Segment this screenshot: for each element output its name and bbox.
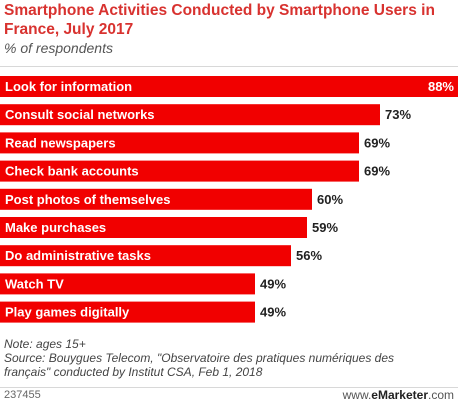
brand-logo: www.eMarketer.com [343, 388, 454, 402]
source-line-2: français" conducted by Institut CSA, Feb… [4, 365, 263, 379]
bar [0, 273, 255, 295]
bar [0, 160, 359, 182]
category-label: Do administrative tasks [5, 248, 151, 263]
note-line: Note: ages 15+ [4, 337, 86, 351]
category-label: Watch TV [5, 276, 64, 291]
value-label: 49% [260, 276, 286, 291]
header-divider [0, 66, 458, 67]
brand-name: eMarketer [371, 388, 428, 402]
chart-notes: Note: ages 15+ Source: Bouygues Telecom,… [4, 337, 394, 379]
brand-prefix: www. [342, 388, 372, 402]
bar [0, 104, 380, 126]
category-label: Make purchases [5, 220, 106, 235]
category-label: Post photos of themselves [5, 192, 170, 207]
category-label: Look for information [5, 79, 132, 94]
value-label: 69% [364, 135, 390, 150]
bar [0, 188, 312, 210]
bar [0, 245, 291, 267]
value-label: 49% [260, 305, 286, 320]
bar [0, 76, 458, 97]
category-label: Consult social networks [5, 107, 155, 122]
chart-id: 237455 [4, 389, 41, 401]
source-line-1: Source: Bouygues Telecom, "Observatoire … [4, 351, 395, 365]
bar [0, 217, 307, 238]
bar [0, 132, 359, 154]
value-label: 88% [428, 79, 454, 94]
bar-chart: Look for information 88% Consult social ne… [0, 76, 458, 323]
value-label: 56% [296, 248, 322, 263]
value-label: 59% [312, 220, 338, 235]
value-label: 69% [364, 164, 390, 179]
value-label: 60% [317, 192, 343, 207]
chart-subtitle: % of respondents [4, 40, 113, 56]
category-label: Play games digitally [5, 305, 130, 320]
category-label: Check bank accounts [5, 164, 139, 179]
bar [0, 301, 255, 323]
value-label: 73% [385, 107, 411, 122]
footer-divider [0, 387, 458, 388]
category-label: Read newspapers [5, 135, 116, 150]
brand-suffix: .com [427, 388, 454, 402]
chart-title: Smartphone Activities Conducted by Smart… [4, 2, 435, 38]
